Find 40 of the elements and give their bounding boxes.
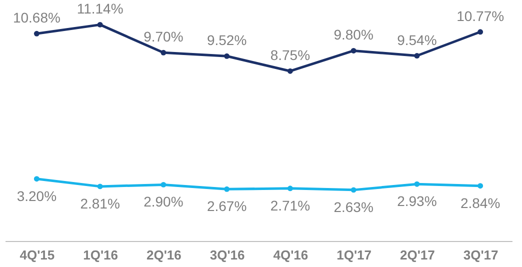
data-label: 2.90% [144,194,184,210]
point [478,29,484,35]
point [34,30,40,36]
point [414,181,420,187]
point [414,53,420,58]
data-label: 2.84% [460,194,500,211]
x-tick-label: 2Q'17 [400,248,435,262]
data-label: 2.63% [334,198,374,215]
point [34,176,40,182]
data-label: 2.71% [270,197,310,214]
point [478,183,484,189]
x-tick-label: 3Q'17 [463,248,498,262]
x-tick-label: 3Q'16 [210,248,245,262]
data-label: 9.52% [206,32,247,48]
data-label: 10.68% [12,10,60,26]
data-label: 11.14% [76,0,124,17]
data-label: 9.80% [334,26,374,43]
data-label: 10.77% [456,8,504,24]
data-label: 3.20% [16,188,57,204]
data-label: 2.67% [206,198,247,214]
point [160,50,166,56]
data-label: 9.54% [397,32,437,48]
point [224,186,230,192]
data-label: 8.75% [270,47,310,64]
x-tick-label: 2Q'16 [146,248,182,262]
x-tick-label: 4Q'16 [273,248,308,262]
point [97,184,103,190]
data-label: 2.93% [397,193,437,210]
point [287,68,293,74]
point [287,186,293,192]
x-tick-label: 4Q'15 [20,248,55,262]
point [224,53,230,59]
data-label: 2.81% [80,195,120,212]
point [350,48,356,54]
x-tick-label: 1Q'17 [336,248,372,262]
data-label: 9.70% [144,28,184,45]
point [160,182,166,188]
point [97,22,103,28]
point [350,187,356,193]
x-tick-label: 1Q'16 [83,248,118,262]
